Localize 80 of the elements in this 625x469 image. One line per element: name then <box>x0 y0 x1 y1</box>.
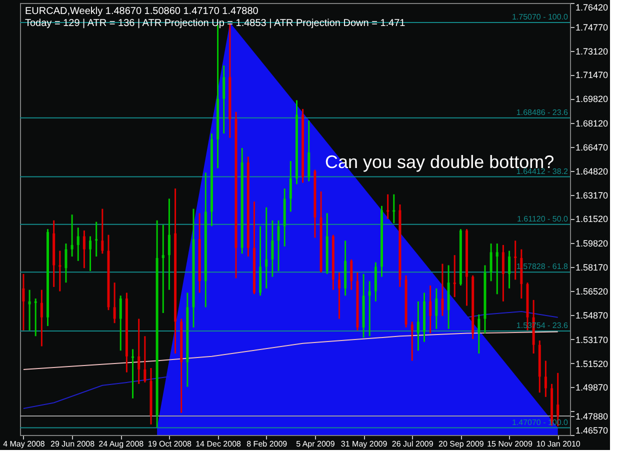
y-tick-label: 1.58170 <box>576 262 608 273</box>
ref-line-label: 1.61120 - 50.0 <box>516 214 569 224</box>
candlestick <box>168 198 170 291</box>
candlestick <box>502 244 504 302</box>
y-tick-label: 1.69820 <box>576 94 608 104</box>
x-tick-label: 14 Dec 2008 <box>196 440 242 448</box>
candlestick <box>113 282 116 324</box>
y-tick-label: 1.47880 <box>576 412 608 422</box>
candlestick <box>338 272 340 320</box>
candlestick <box>289 160 292 212</box>
y-tick-label: 1.66470 <box>576 142 608 152</box>
candlestick <box>514 240 517 280</box>
y-tick-label: 1.64820 <box>576 166 608 176</box>
candlestick <box>435 288 438 330</box>
candlestick <box>82 230 86 269</box>
candlestick <box>22 273 25 332</box>
candlestick <box>544 360 547 398</box>
candlestick <box>350 258 353 291</box>
candlestick <box>496 242 498 295</box>
y-tick-label: 1.59820 <box>576 238 608 249</box>
candlestick <box>453 254 456 298</box>
y-tick-label: 1.56520 <box>576 286 608 296</box>
y-tick-label: 1.54870 <box>576 310 608 320</box>
y-tick-label: 1.51520 <box>576 358 608 369</box>
x-tick-label: 24 Aug 2008 <box>98 440 144 448</box>
y-tick-label: 1.68120 <box>576 118 608 129</box>
candlestick <box>144 335 146 384</box>
y-tick-label: 1.74770 <box>576 22 608 32</box>
candlestick <box>28 289 31 332</box>
y-tick-label: 1.53170 <box>576 334 608 345</box>
candlestick <box>95 221 98 258</box>
candlestick <box>368 280 371 337</box>
candlestick <box>138 318 140 385</box>
y-tick-label: 1.71470 <box>576 70 608 80</box>
y-tick-label: 1.73120 <box>576 46 608 56</box>
candlestick <box>392 194 396 224</box>
line-series <box>22 331 558 370</box>
candlestick <box>70 214 74 258</box>
x-tick-label: 8 Feb 2009 <box>246 440 288 448</box>
ref-line-label: 1.68486 - 23.6 <box>516 108 569 117</box>
y-tick-label: 1.46570 <box>576 426 608 436</box>
x-tick-label: 4 May 2008 <box>3 440 46 448</box>
candlestick <box>410 320 414 362</box>
x-tick-label: 26 Jul 2009 <box>392 440 434 448</box>
candlestick <box>265 206 268 290</box>
chart-title: EURCAD,Weekly 1.48670 1.50860 1.47170 1.47880 <box>25 6 259 17</box>
candlestick <box>386 194 390 220</box>
candlestick <box>34 298 37 337</box>
candlestick <box>478 314 480 354</box>
candlestick <box>222 64 226 134</box>
candlestick <box>271 220 274 278</box>
candlestick <box>119 294 122 352</box>
ref-line-label: 1.64412 - 38.2 <box>516 166 569 176</box>
candlestick <box>441 263 444 317</box>
candlestick <box>40 289 43 348</box>
x-tick-label: 20 Sep 2009 <box>438 440 484 448</box>
x-tick-label: 29 Jun 2008 <box>50 440 96 448</box>
candlestick <box>64 242 68 284</box>
y-tick-label: 1.76420 <box>576 2 608 12</box>
x-tick-label: 19 Oct 2008 <box>148 440 192 448</box>
candlestick <box>429 284 432 334</box>
text: Today = 129 | ATR = 136 | ATR Projection Up = 1.4853 | ATR Projection Down = 1.471 <box>25 18 406 29</box>
candlestick <box>416 300 420 352</box>
y-tick-label: 1.63170 <box>576 190 608 200</box>
y-tick-label: 1.49870 <box>576 382 608 393</box>
candlestick <box>490 242 492 282</box>
x-tick-label: 10 Jan 2010 <box>536 440 581 448</box>
candlestick <box>58 250 62 292</box>
x-tick-label: 15 Nov 2009 <box>487 440 534 448</box>
candlestick <box>277 220 280 272</box>
x-tick-label: 31 May 2009 <box>340 440 388 448</box>
candlestick <box>162 224 164 314</box>
candlestick <box>101 208 104 254</box>
ref-line-label: 1.75070 - 100.0 <box>512 12 569 22</box>
x-tick-label: 5 Apr 2009 <box>296 440 336 448</box>
candlestick <box>132 348 134 400</box>
y-tick-label: 1.61520 <box>576 214 608 224</box>
candlestick <box>508 250 511 290</box>
candlestick <box>76 226 80 262</box>
candlestick <box>89 236 92 272</box>
